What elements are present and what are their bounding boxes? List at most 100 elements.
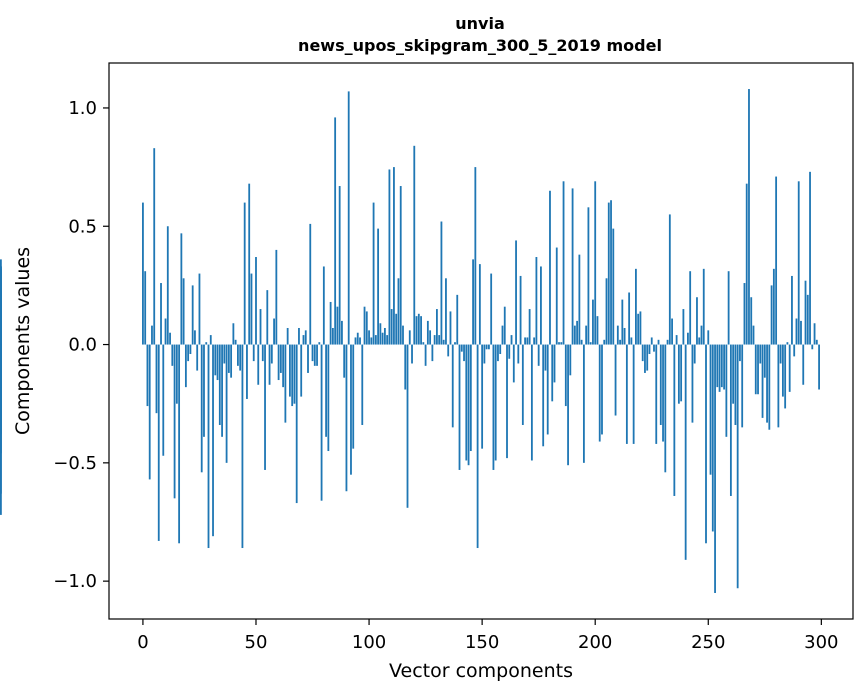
bar <box>632 344 635 444</box>
x-tick-label: 300 <box>804 632 838 653</box>
bar <box>270 344 273 364</box>
bar <box>445 278 447 345</box>
bar <box>399 186 402 345</box>
bar <box>723 344 726 390</box>
bar <box>334 117 337 345</box>
bar <box>650 337 653 345</box>
bar <box>659 344 662 425</box>
bar <box>304 330 307 345</box>
x-tick-label: 200 <box>578 632 612 653</box>
bar <box>397 278 400 345</box>
bar <box>320 344 323 501</box>
bar <box>255 257 257 345</box>
bar <box>203 344 205 437</box>
bar <box>239 344 242 371</box>
bar <box>621 299 624 345</box>
bar <box>404 344 407 390</box>
bar <box>478 264 481 345</box>
bar <box>571 188 574 345</box>
bar <box>788 344 791 392</box>
bar <box>540 266 542 345</box>
bar <box>426 320 429 345</box>
bar <box>644 344 646 373</box>
bar <box>234 339 237 345</box>
bar <box>291 344 294 407</box>
bar <box>374 335 377 345</box>
bar <box>501 325 504 345</box>
bar <box>232 323 235 345</box>
bar <box>653 344 655 352</box>
bar <box>343 344 346 378</box>
bar <box>696 297 698 345</box>
bar <box>261 344 264 362</box>
bar <box>151 325 153 345</box>
bar <box>194 330 196 345</box>
bar <box>175 344 178 404</box>
bar <box>580 339 583 345</box>
bar <box>503 306 506 345</box>
x-tick-label: 100 <box>352 632 386 653</box>
bar <box>668 214 671 345</box>
bar <box>395 313 398 345</box>
bar <box>467 344 470 466</box>
bar <box>472 259 474 345</box>
bar <box>169 332 171 345</box>
bar <box>142 202 144 345</box>
bar <box>485 344 488 350</box>
bar <box>813 323 816 345</box>
bar <box>246 344 248 399</box>
bar <box>184 344 187 388</box>
bar <box>449 311 452 345</box>
bar <box>610 200 612 345</box>
bar <box>408 330 411 345</box>
bar <box>596 316 599 345</box>
bar <box>689 271 692 345</box>
y-tick-label: 1.0 <box>68 98 97 119</box>
bar <box>460 344 463 352</box>
y-axis-label: Components values <box>12 247 34 435</box>
bar <box>221 344 223 437</box>
chart-title-line-1: unvia <box>455 14 505 33</box>
bar <box>282 344 285 388</box>
bar <box>171 344 174 366</box>
bar <box>336 306 339 345</box>
bar <box>454 342 456 345</box>
x-tick-label: 150 <box>465 632 499 653</box>
bar <box>422 342 425 345</box>
bar <box>164 318 167 345</box>
bar <box>759 344 762 364</box>
bar <box>702 268 705 345</box>
bar <box>212 344 214 537</box>
bar <box>671 318 673 345</box>
y-tick-label: 0.5 <box>68 216 97 237</box>
bar <box>637 313 640 345</box>
bar <box>207 344 210 549</box>
bar <box>490 273 493 345</box>
bar <box>359 337 361 345</box>
bar <box>542 344 545 447</box>
bar <box>279 344 282 373</box>
bar <box>616 325 619 345</box>
bar <box>268 344 271 385</box>
bar <box>528 309 531 345</box>
bar <box>594 181 597 345</box>
bar <box>777 344 780 428</box>
bar <box>508 344 511 359</box>
bar <box>162 344 165 456</box>
bar <box>388 169 391 345</box>
bar <box>284 344 287 423</box>
bar <box>815 339 818 345</box>
bar <box>564 344 567 407</box>
bar <box>655 344 658 444</box>
bar <box>546 344 549 435</box>
bar <box>209 335 212 345</box>
bar <box>386 335 389 345</box>
bar <box>424 344 427 366</box>
bar <box>273 318 275 345</box>
x-axis-ticks: 0 50 100 150 200 250 300 <box>137 619 839 653</box>
bar <box>727 271 730 345</box>
bar <box>356 332 359 345</box>
bar <box>517 344 520 364</box>
bar <box>720 344 723 388</box>
bar <box>779 344 782 364</box>
